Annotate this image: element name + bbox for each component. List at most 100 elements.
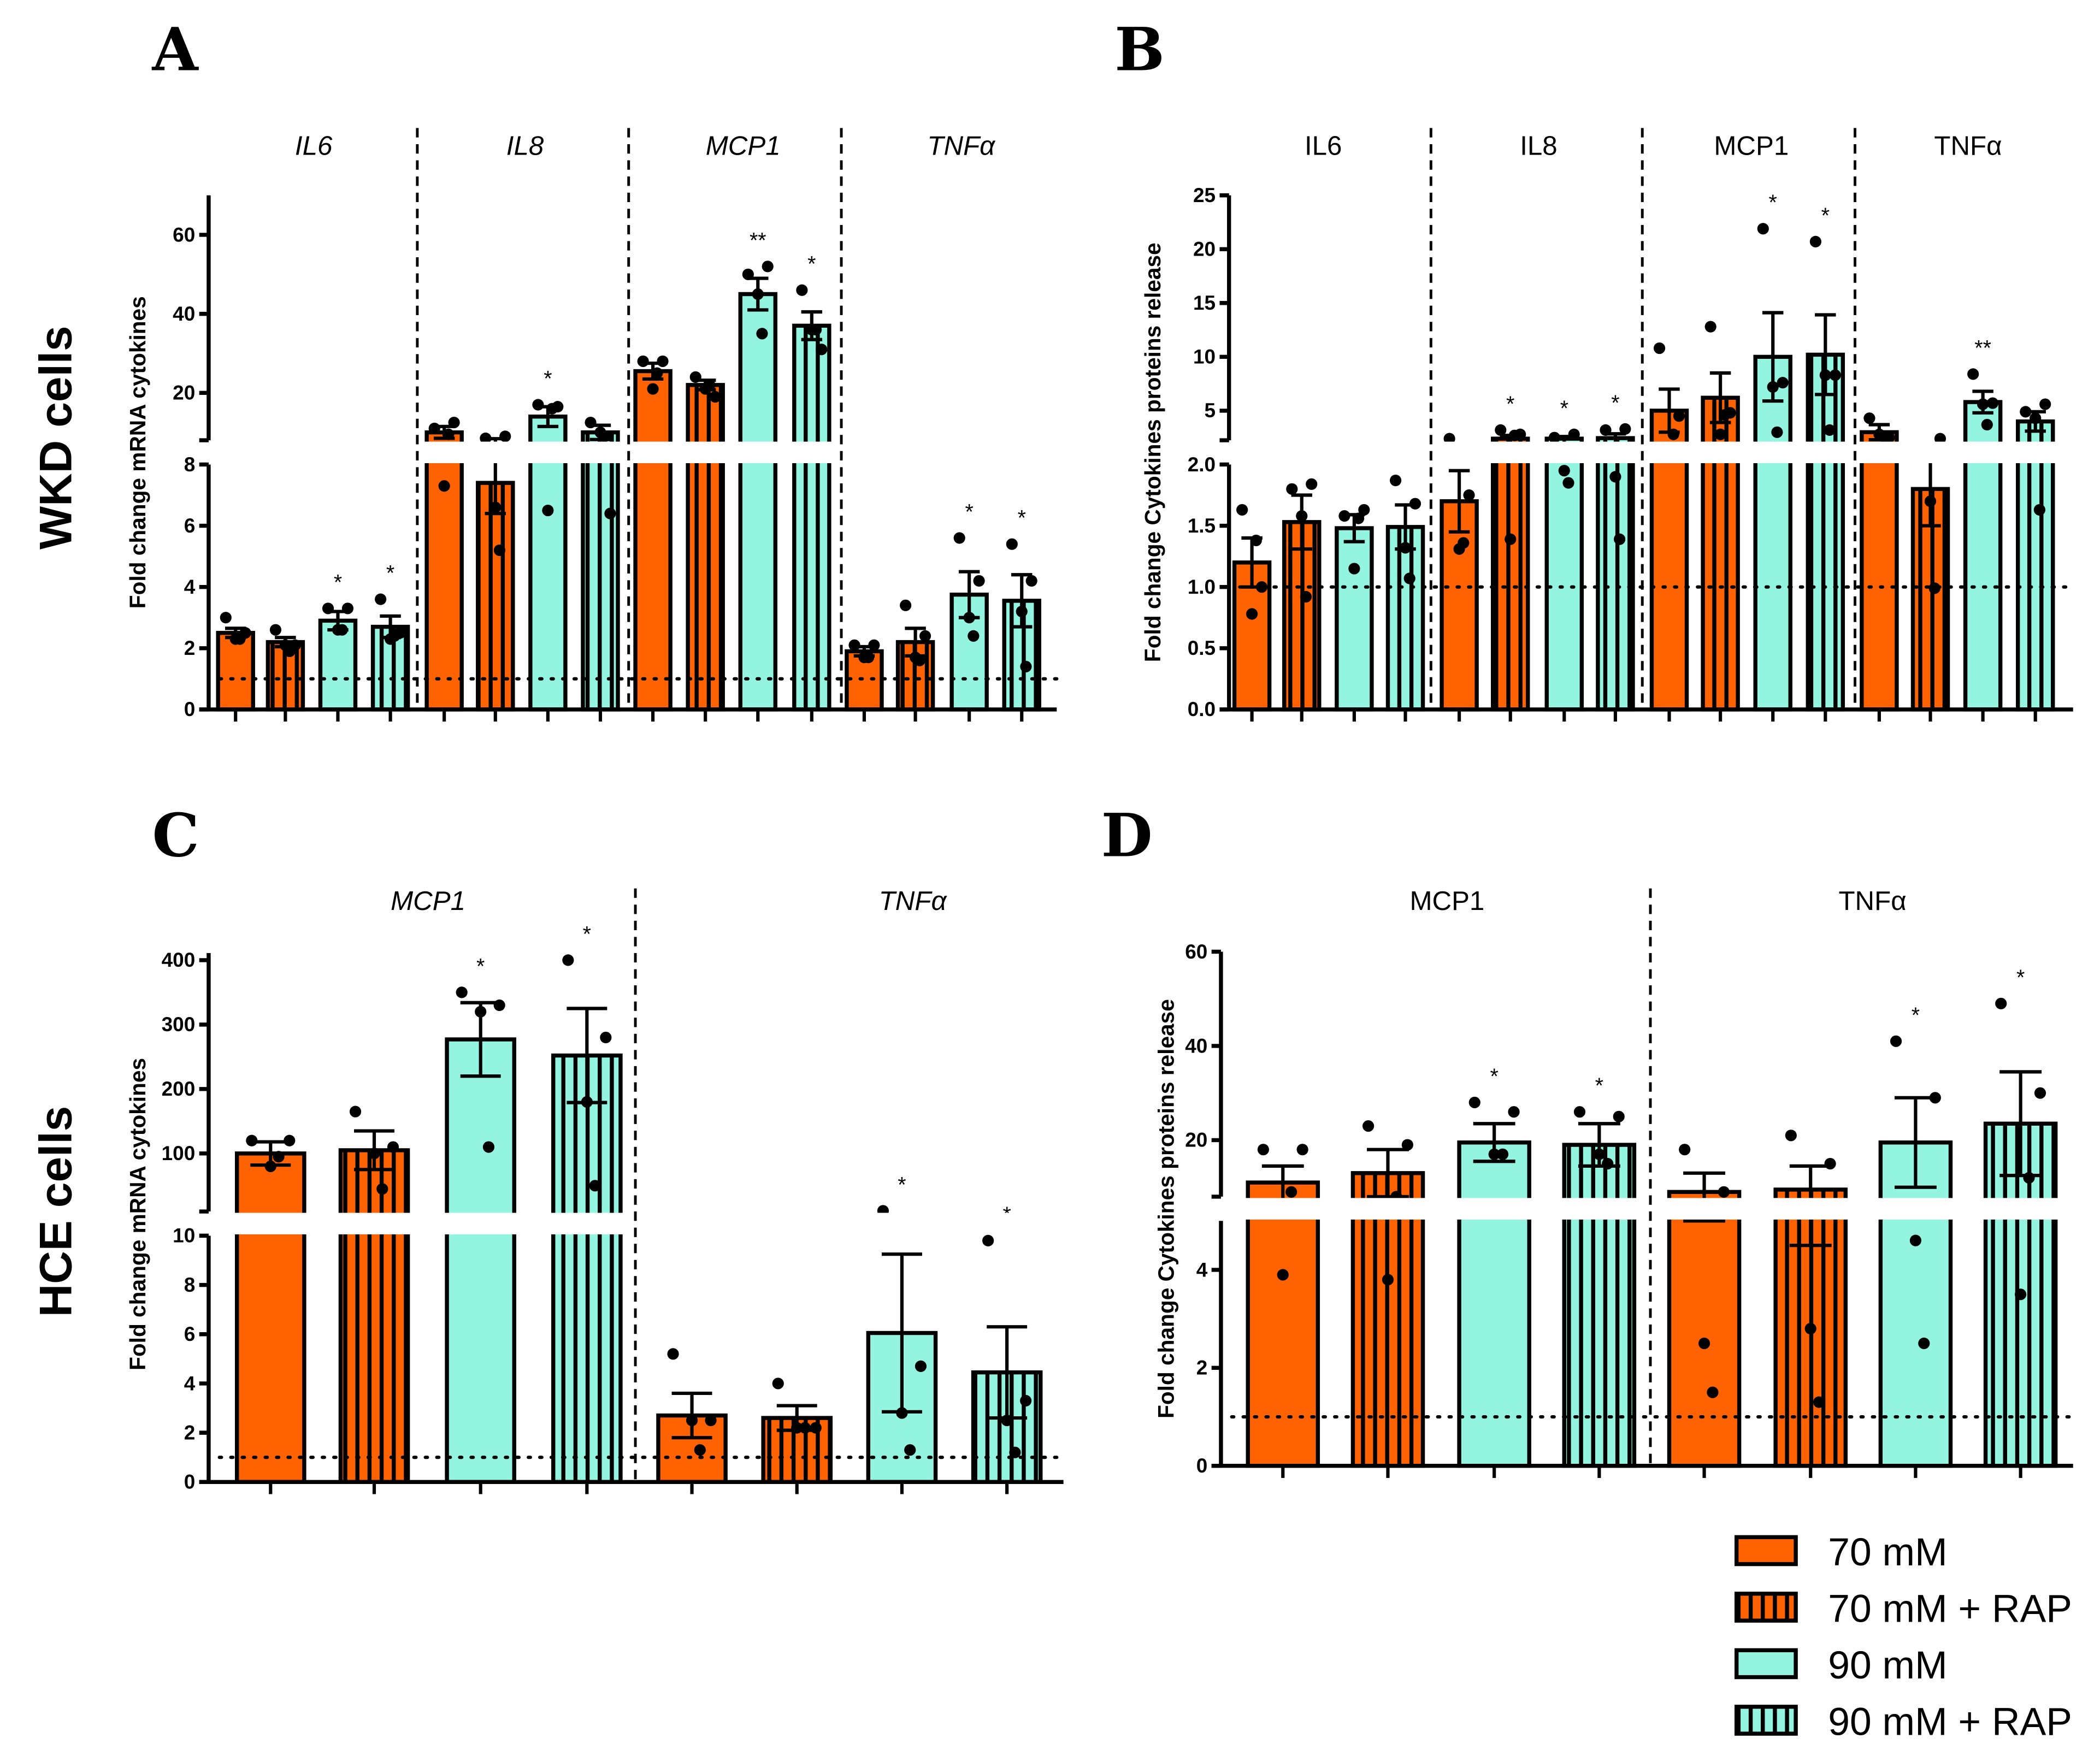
data-point (1714, 428, 1726, 440)
axis-break-gap (1234, 441, 2079, 463)
data-point (2015, 1288, 2027, 1300)
data-point (657, 355, 669, 368)
data-point (1463, 489, 1475, 501)
data-point (1399, 542, 1412, 554)
data-point (686, 1414, 698, 1427)
data-point (1602, 1157, 1614, 1170)
axis-break-gap (1226, 1198, 2079, 1220)
bar-mcp1-2 (1753, 354, 1792, 712)
data-point (1257, 1144, 1270, 1156)
y-tick-label: 60 (173, 223, 195, 246)
significance-star: * (1560, 397, 1568, 421)
data-point (589, 1180, 601, 1192)
y-tick-label: 40 (173, 303, 195, 325)
group-label: MCP1 (706, 131, 781, 161)
data-point (1020, 1394, 1032, 1407)
panel-d: Fold change Cytokines proteins release MC… (1154, 886, 2079, 1478)
data-point (1508, 429, 1521, 441)
legend-swatch (1734, 1705, 1798, 1736)
y-tick-label: 8 (184, 453, 196, 476)
data-point (220, 612, 232, 624)
data-point (1771, 426, 1783, 438)
data-point (1001, 1414, 1013, 1427)
data-point (756, 328, 768, 340)
legend: 70 mM 70 mM + RAP 90 mM 90 mM + RAP (1734, 1530, 2072, 1744)
significance-star: * (476, 954, 485, 978)
data-point (581, 1096, 593, 1108)
data-point (1667, 428, 1679, 440)
bar-mcp1-3 (551, 1053, 623, 1485)
data-point (1348, 563, 1360, 575)
significance-star: ** (1974, 336, 1991, 360)
data-point (443, 428, 455, 440)
axis-break-gap (214, 441, 1063, 463)
data-point (1981, 418, 1993, 431)
data-point (2034, 1087, 2046, 1099)
data-point (1593, 1148, 1605, 1160)
bar-il8-2 (528, 414, 568, 712)
y-tick-label: 25 (1193, 184, 1216, 206)
data-point (1804, 1323, 1816, 1335)
data-point (234, 633, 246, 645)
data-point (1609, 471, 1621, 483)
data-point (1508, 1106, 1520, 1118)
data-point (428, 422, 440, 434)
bar-il6-1 (1282, 520, 1322, 712)
data-point (493, 999, 505, 1012)
data-point (953, 532, 965, 544)
bar-il8-3 (581, 430, 620, 712)
group-label: IL6 (1305, 131, 1342, 161)
y-tick-label: 8 (184, 1274, 196, 1296)
axis-break-gap (214, 1213, 1069, 1234)
data-point (284, 1134, 296, 1146)
data-point (1458, 537, 1470, 549)
bar-il8-1 (476, 481, 515, 712)
data-point (1918, 1337, 1930, 1350)
data-point (284, 645, 296, 658)
panel-b: Fold change Cytokines proteins release IL… (1140, 128, 2079, 722)
data-point (322, 602, 334, 614)
data-point (375, 593, 387, 605)
legend-label: 70 mM (1828, 1530, 1947, 1574)
data-point (1025, 575, 1037, 587)
y-tick-label: 2.0 (1188, 453, 1216, 476)
y-tick-label: 20 (1193, 238, 1216, 261)
data-point (1986, 397, 1999, 409)
legend-label: 90 mM + RAP (1828, 1700, 2072, 1744)
data-point (637, 355, 649, 368)
data-point (667, 1348, 679, 1360)
y-tick-label: 4 (184, 1372, 196, 1394)
significance-star: * (1912, 1003, 1920, 1027)
data-point (604, 507, 616, 519)
y-axis-label: Fold change mRNA cytokines (125, 1058, 150, 1370)
bar-mcp1-2 (738, 292, 778, 712)
group-label: IL8 (1520, 131, 1558, 161)
panel-letter-d: D (1101, 801, 1153, 871)
data-point (1338, 510, 1350, 522)
bar-mcp1-3 (1806, 352, 1845, 712)
data-point (1679, 1144, 1691, 1156)
data-point (2039, 398, 2051, 410)
group-label: MCP1 (1409, 886, 1484, 916)
bar-mcp1-2 (1457, 1140, 1531, 1468)
y-tick-label: 40 (1185, 1034, 1207, 1057)
group-label: MCP1 (391, 886, 465, 916)
y-tick-label: 20 (173, 382, 195, 404)
data-point (273, 1151, 285, 1163)
panel-letter-c: C (152, 801, 199, 871)
data-point (863, 652, 875, 664)
bar-mcp1-1 (338, 1148, 410, 1485)
data-point (1236, 504, 1248, 516)
data-point (1468, 1096, 1480, 1109)
y-tick-label: 1.0 (1188, 576, 1216, 598)
data-point (1718, 1186, 1730, 1198)
bar-mcp1-0 (1246, 1180, 1320, 1468)
data-point (388, 630, 400, 642)
y-tick-label: 0 (1196, 1455, 1208, 1477)
data-point (982, 1234, 994, 1246)
data-point (651, 367, 663, 379)
data-point (2023, 1172, 2035, 1184)
data-point (1813, 1396, 1825, 1408)
